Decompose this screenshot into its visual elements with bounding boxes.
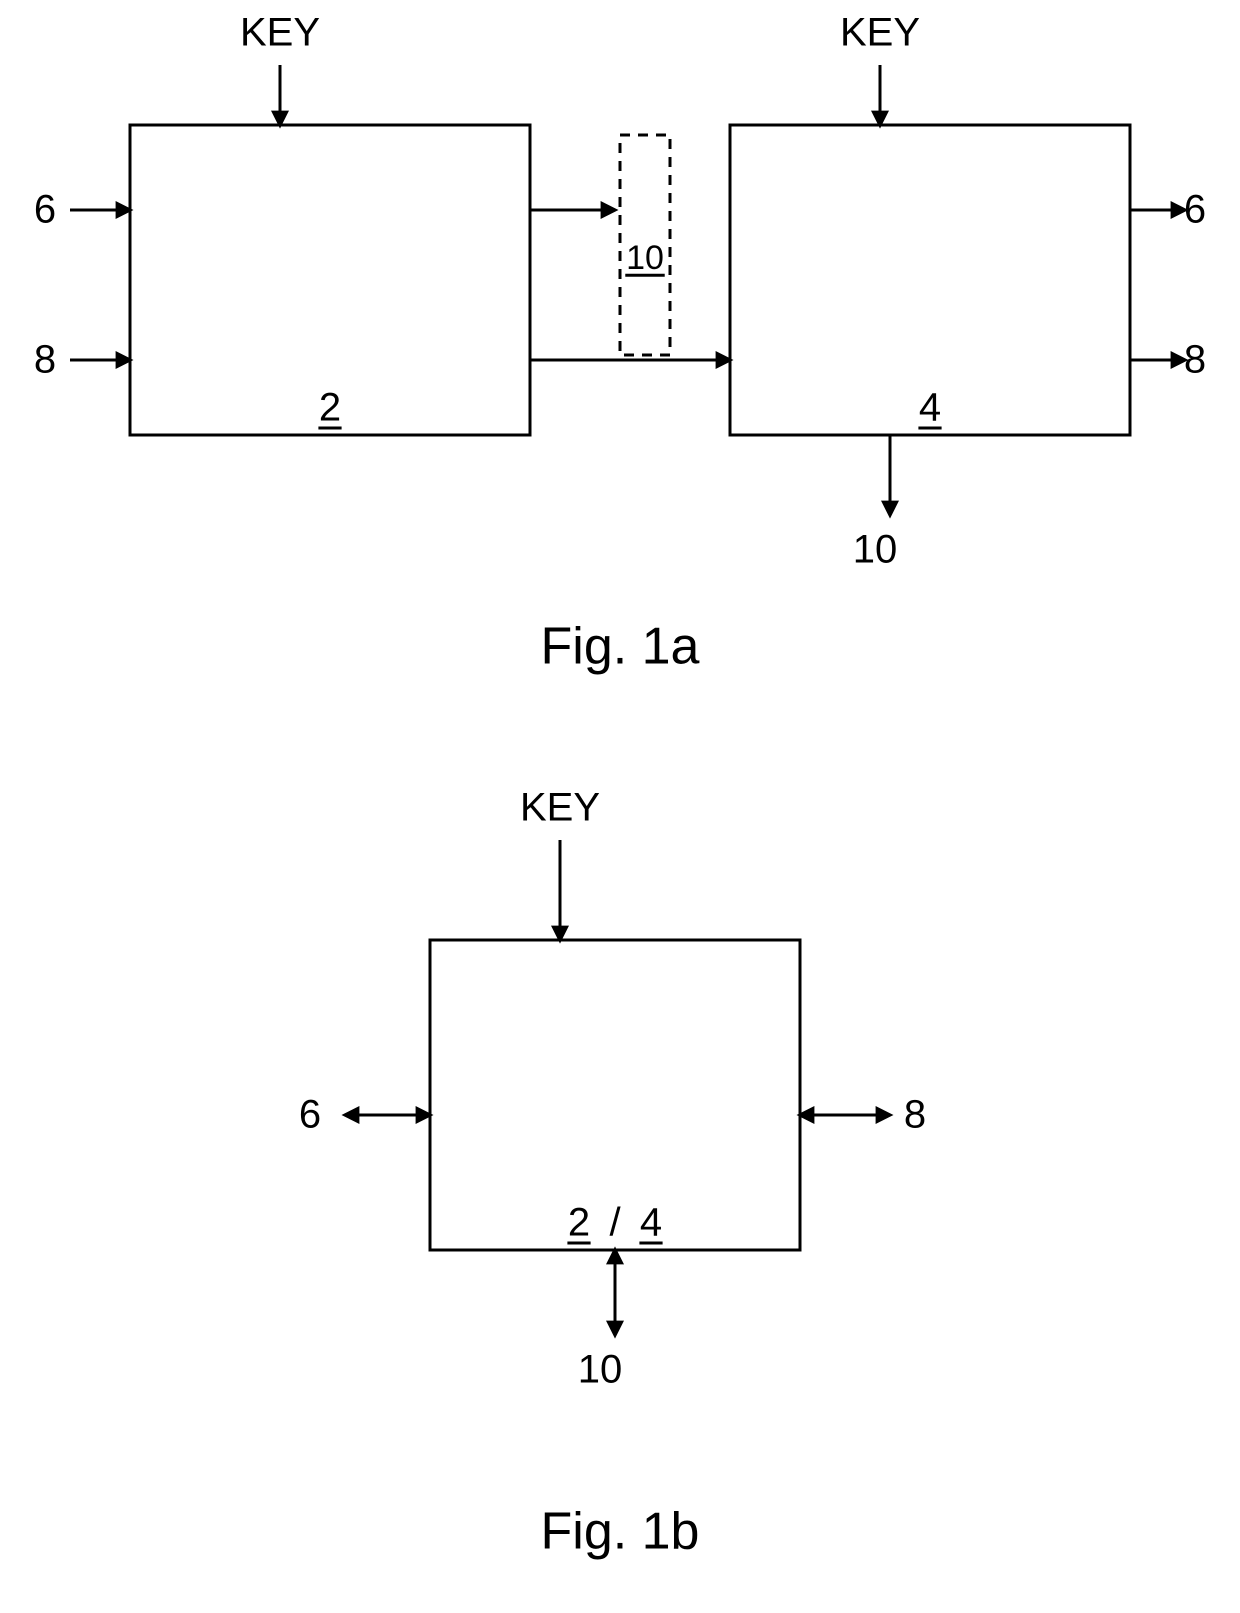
svg-text:2: 2 bbox=[568, 1201, 590, 1245]
label-eight_right: 8 bbox=[1184, 338, 1206, 382]
svg-text:KEY: KEY bbox=[840, 11, 920, 55]
label-b-six: 6 bbox=[299, 1093, 321, 1137]
svg-text:4: 4 bbox=[640, 1201, 662, 1245]
svg-text:KEY: KEY bbox=[240, 11, 320, 55]
label-eight_left: 8 bbox=[34, 338, 56, 382]
svg-text:/: / bbox=[609, 1201, 621, 1245]
caption-fig1b: Fig. 1b bbox=[541, 1503, 700, 1561]
label-b-eight: 8 bbox=[904, 1093, 926, 1137]
svg-text:10: 10 bbox=[626, 239, 664, 277]
label-ten_bottom: 10 bbox=[853, 528, 898, 572]
svg-text:4: 4 bbox=[919, 386, 941, 430]
label-six_left: 6 bbox=[34, 188, 56, 232]
caption-fig1a: Fig. 1a bbox=[541, 618, 700, 676]
label-six_right: 6 bbox=[1184, 188, 1206, 232]
label-b-ten: 10 bbox=[578, 1348, 623, 1392]
svg-text:2: 2 bbox=[319, 386, 341, 430]
svg-text:KEY: KEY bbox=[520, 786, 600, 830]
